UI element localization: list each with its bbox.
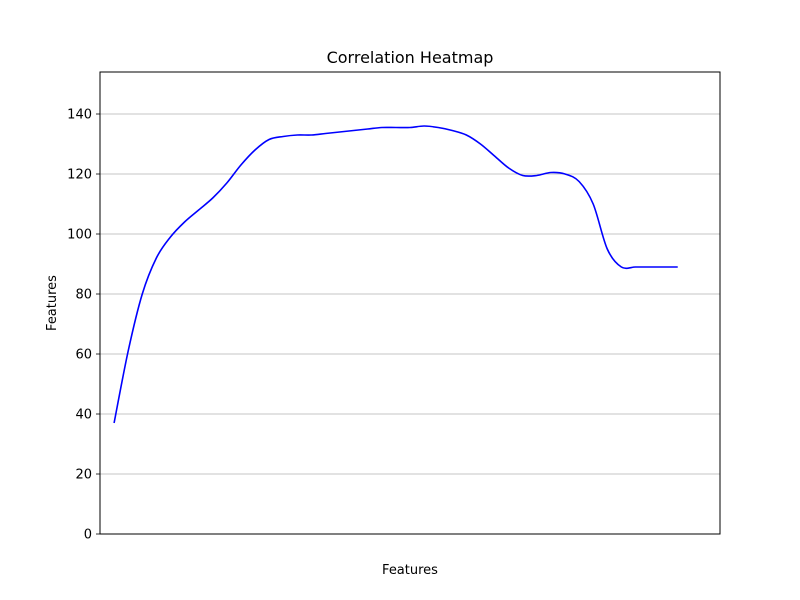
y-tick-label-80: 80: [75, 288, 92, 303]
series-layer: [113, 125, 678, 424]
y-axis-title: Features: [45, 275, 60, 331]
y-tick-label-40: 40: [75, 408, 92, 423]
y-axis-ticks: 0 20 40 60 80 100 120 140: [67, 108, 100, 543]
y-tick-label-60: 60: [75, 348, 92, 363]
x-axis-title: Features: [382, 563, 438, 578]
y-tick-label-0: 0: [84, 528, 92, 543]
plot-area-frame: [99, 71, 721, 535]
y-tick-label-140: 140: [67, 108, 92, 123]
y-tick-label-20: 20: [75, 468, 92, 483]
gridlines: [100, 113, 720, 475]
y-tick-label-100: 100: [67, 228, 92, 243]
chart-title: Correlation Heatmap: [327, 48, 494, 67]
series-line-0: [113, 125, 678, 424]
y-tick-label-120: 120: [67, 168, 92, 183]
